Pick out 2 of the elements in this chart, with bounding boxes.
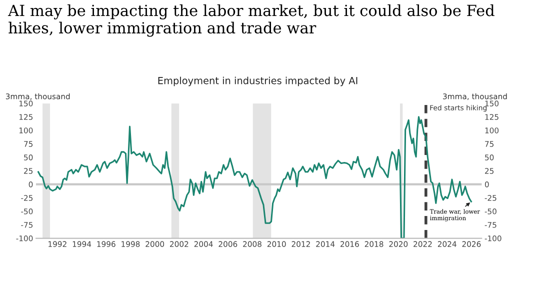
chart-title: AI may be impacting the labor market, but it could also be Fed hikes, lower immigration and trade war	[8, 4, 494, 37]
chart-subtitle: Employment in industries impacted by AI	[158, 76, 358, 86]
